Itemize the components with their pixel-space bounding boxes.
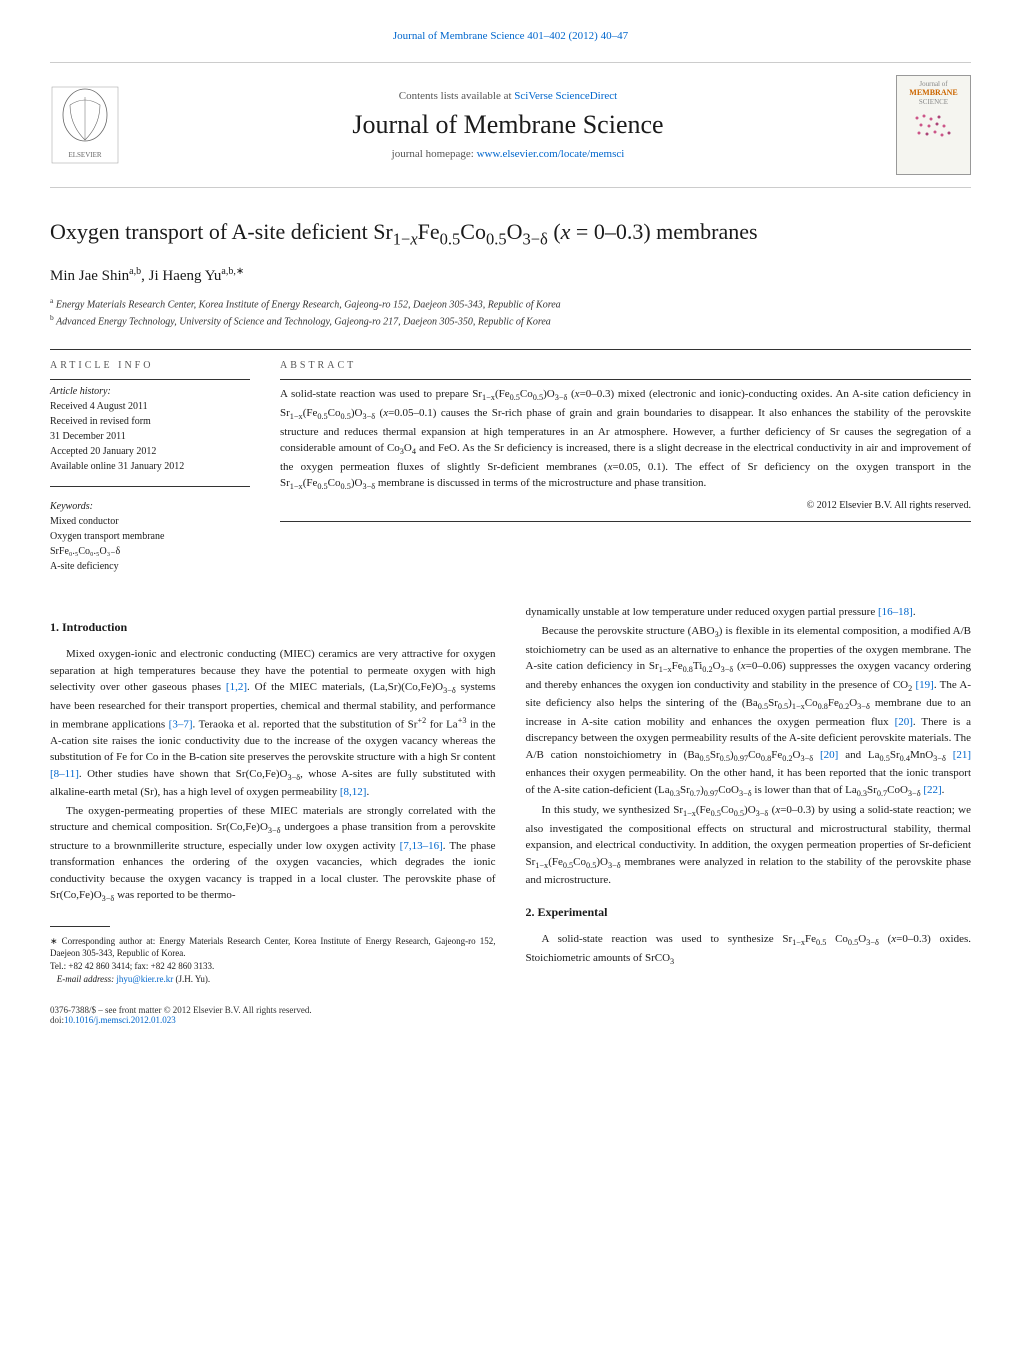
journal-homepage: journal homepage: www.elsevier.com/locat…	[120, 148, 896, 160]
doi-link[interactable]: 10.1016/j.memsci.2012.01.023	[64, 1015, 176, 1025]
authors: Min Jae Shina,b, Ji Haeng Yua,b,∗	[50, 266, 971, 285]
article-title: Oxygen transport of A-site deficient Sr1…	[50, 218, 971, 250]
keyword: Oxygen transport membrane	[50, 529, 250, 544]
sciverse-link[interactable]: SciVerse ScienceDirect	[514, 90, 617, 102]
abstract-text: A solid-state reaction was used to prepa…	[280, 386, 971, 493]
experimental-para: A solid-state reaction was used to synth…	[526, 931, 972, 968]
journal-center: Contents lists available at SciVerse Sci…	[120, 90, 896, 160]
article-info-label: ARTICLE INFO	[50, 360, 250, 371]
elsevier-logo: ELSEVIER	[50, 85, 120, 165]
journal-reference: Journal of Membrane Science 401–402 (201…	[50, 30, 971, 42]
abstract-section: ABSTRACT A solid-state reaction was used…	[280, 360, 971, 574]
info-abstract-row: ARTICLE INFO Article history: Received 4…	[50, 360, 971, 574]
intro-para-cont: dynamically unstable at low temperature …	[526, 604, 972, 621]
keyword: SrFe₀.₅Co₀.₅O₃₋δ	[50, 544, 250, 559]
history-item: Received 4 August 2011	[50, 399, 250, 414]
history-item: Accepted 20 January 2012	[50, 444, 250, 459]
homepage-link[interactable]: www.elsevier.com/locate/memsci	[477, 148, 625, 160]
history-label: Article history:	[50, 386, 250, 397]
article-info: ARTICLE INFO Article history: Received 4…	[50, 360, 250, 574]
journal-title: Journal of Membrane Science	[120, 110, 896, 140]
keyword: Mixed conductor	[50, 514, 250, 529]
history-item: Available online 31 January 2012	[50, 459, 250, 474]
footer: 0376-7388/$ – see front matter © 2012 El…	[50, 1005, 971, 1025]
affiliations: a Energy Materials Research Center, Kore…	[50, 295, 971, 330]
history-item: 31 December 2011	[50, 429, 250, 444]
footer-doi: doi:10.1016/j.memsci.2012.01.023	[50, 1015, 971, 1025]
divider	[50, 349, 971, 350]
abstract-label: ABSTRACT	[280, 360, 971, 371]
body-columns: 1. Introduction Mixed oxygen-ionic and e…	[50, 604, 971, 985]
svg-text:ELSEVIER: ELSEVIER	[68, 151, 101, 159]
affiliation-b: b Advanced Energy Technology, University…	[50, 312, 971, 329]
corresponding-author-footnote: ∗ Corresponding author at: Energy Materi…	[50, 935, 496, 985]
experimental-title: 2. Experimental	[526, 903, 972, 921]
header-bar: ELSEVIER Contents lists available at Sci…	[50, 62, 971, 188]
intro-para: The oxygen-permeating properties of thes…	[50, 803, 496, 906]
keyword: A-site deficiency	[50, 559, 250, 574]
affiliation-a: a Energy Materials Research Center, Kore…	[50, 295, 971, 312]
intro-title: 1. Introduction	[50, 618, 496, 636]
keywords-label: Keywords:	[50, 501, 250, 512]
left-column: 1. Introduction Mixed oxygen-ionic and e…	[50, 604, 496, 985]
right-column: dynamically unstable at low temperature …	[526, 604, 972, 985]
footnote-divider	[50, 926, 110, 927]
abstract-copyright: © 2012 Elsevier B.V. All rights reserved…	[280, 500, 971, 511]
intro-para: Mixed oxygen-ionic and electronic conduc…	[50, 646, 496, 800]
footer-copyright: 0376-7388/$ – see front matter © 2012 El…	[50, 1005, 971, 1015]
intro-para: Because the perovskite structure (ABO3) …	[526, 623, 972, 800]
journal-cover: Journal of MEMBRANE SCIENCE	[896, 75, 971, 175]
history-item: Received in revised form	[50, 414, 250, 429]
intro-para: In this study, we synthesized Sr1−x(Fe0.…	[526, 802, 972, 889]
contents-list: Contents lists available at SciVerse Sci…	[120, 90, 896, 102]
